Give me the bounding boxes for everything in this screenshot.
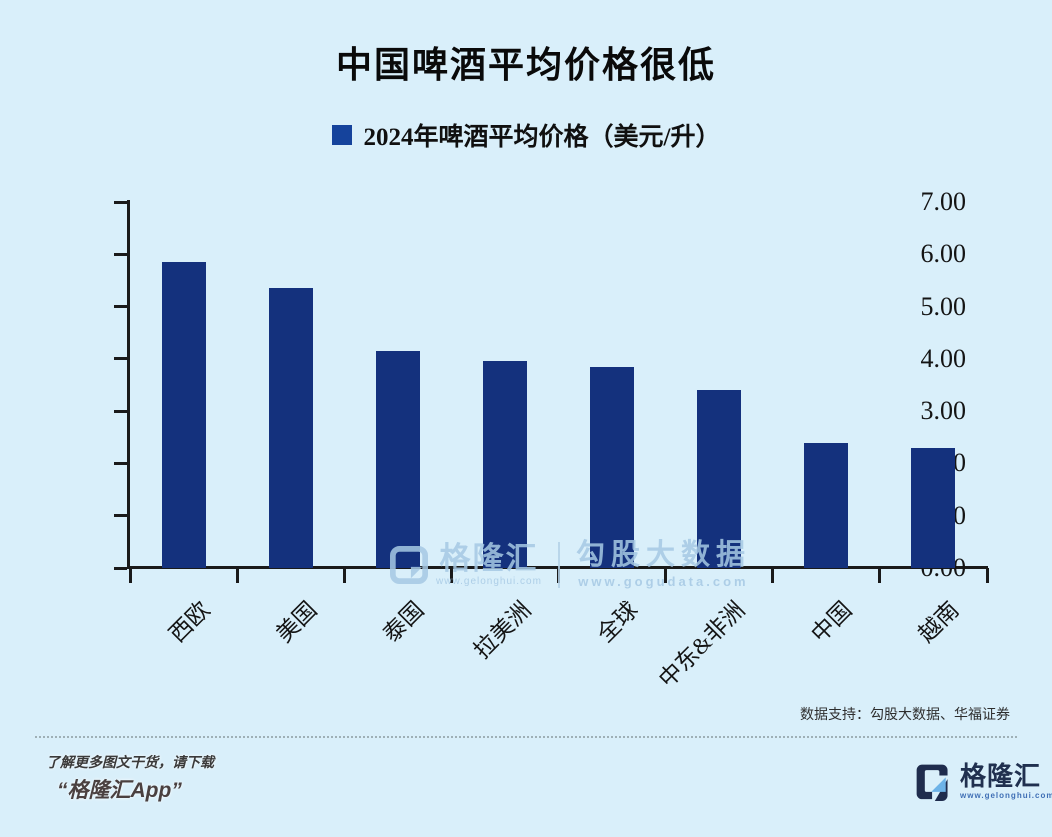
x-axis-category-label: 拉美洲 [469,596,536,664]
footer-divider [35,736,1017,738]
chart-title: 中国啤酒平均价格很低 [335,44,716,85]
gelonghui-logo: 格隆汇 www.gelonghui.com [913,761,1052,801]
y-axis-tick [114,200,127,204]
x-axis-tick [235,568,239,583]
x-axis-tick [128,568,132,583]
bar [804,442,849,568]
gelonghui-logo-url: www.gelonghui.com [960,790,1052,800]
x-axis-category-label: 美国 [271,596,322,648]
legend-swatch [331,125,352,145]
x-axis-tick [557,568,560,583]
plot-area: 7.006.005.004.003.002.001.000.00西欧美国泰国拉美… [114,189,989,692]
y-axis-tick [114,357,127,361]
y-axis-tick [114,514,127,518]
footer-app-name: “格隆汇App” [57,779,182,802]
y-axis-tick [114,252,127,256]
data-source-note: 数据支持：勾股大数据、华福证券 [800,706,1010,722]
y-axis-tick-label: 7.00 [920,187,967,216]
gelonghui-logo-text: 格隆汇 [960,760,1042,791]
bar [375,351,420,568]
x-axis-category-label: 泰国 [378,596,429,648]
gelonghui-logo-icon [916,764,948,801]
y-axis-tick [114,461,127,465]
legend-label: 2024年啤酒平均价格（美元/升） [363,124,721,151]
x-axis-line [127,566,988,569]
bar [482,361,527,568]
x-axis-tick [449,568,453,583]
bar [161,262,206,568]
bar [697,390,742,568]
x-axis-tick [878,568,882,583]
y-axis-tick-label: 5.00 [920,291,967,321]
x-axis-category-label: 中国 [806,596,857,648]
footer-promo-text: 了解更多图文干货，请下载 [46,754,214,770]
x-axis-category-label: 西欧 [163,596,215,648]
y-axis-tick [114,409,127,413]
x-axis-category-label: 全球 [592,596,643,648]
x-axis-category-label: 越南 [913,596,965,648]
x-axis-tick [664,568,668,583]
bar [268,288,313,568]
x-axis-category-label: 中东&非洲 [654,596,750,693]
y-axis-line [127,200,130,569]
y-axis-tick-label: 3.00 [920,396,967,426]
x-axis-tick [985,568,989,583]
y-axis-tick [114,305,127,309]
x-axis-tick [771,568,775,583]
y-axis-tick-label: 4.00 [920,343,967,373]
bar [590,366,635,568]
legend: 2024年啤酒平均价格（美元/升） [0,117,1052,153]
y-axis-tick-label: 6.00 [920,239,967,269]
y-axis-tick [114,566,127,570]
bar [911,447,956,568]
x-axis-tick [342,568,346,583]
